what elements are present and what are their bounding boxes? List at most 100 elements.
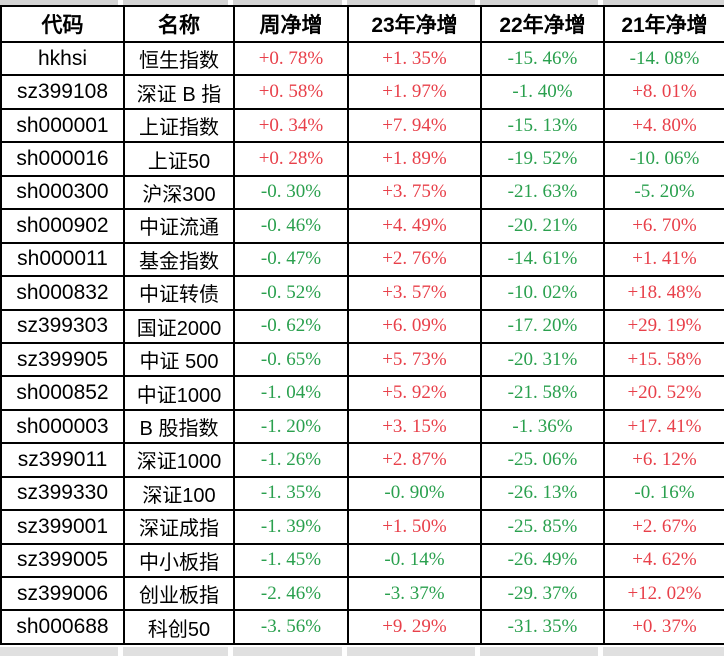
cell-y22-change: -25. 06% [480,442,605,478]
table-row: sz399001 深证成指 -1. 39% +1. 50% -25. 85% +2. 67… [0,509,724,545]
cell-week-change: -0. 65% [233,341,349,378]
cell-y23-change: +2. 87% [347,442,482,478]
cell-y21-change: +4. 62% [603,542,724,579]
cell-y21-change: -10. 06% [603,141,724,177]
cell-y21-change: -0. 16% [603,475,724,512]
cell-name: 中证流通 [123,208,235,244]
cell-y23-change: +2. 76% [347,241,482,278]
cell-y23-change: -0. 14% [347,542,482,579]
cell-y22-change: -19. 52% [480,141,605,177]
strip-segment [603,0,724,5]
cell-name: 中证转债 [123,275,235,311]
cell-week-change: -1. 35% [233,475,349,512]
strip-segment [0,0,123,5]
cell-y21-change: +2. 67% [603,509,724,545]
strip-segment [233,0,347,5]
cell-name: 沪深300 [123,174,235,211]
cell-code: sh000902 [0,208,125,244]
col-header-y21: 21年净增 [603,5,724,43]
cell-code: sh000832 [0,275,125,311]
cell-y22-change: -10. 02% [480,275,605,311]
cell-y22-change: -20. 31% [480,341,605,378]
col-header-week: 周净增 [233,5,349,43]
cell-y21-change: +6. 12% [603,442,724,478]
table-row: sh000001 上证指数 +0. 34% +7. 94% -15. 13% +4. 80… [0,107,724,144]
cell-y22-change: -26. 49% [480,542,605,579]
cell-name: 深证1000 [123,442,235,478]
cell-week-change: -1. 04% [233,375,349,411]
cell-code: sh000852 [0,375,125,411]
table-row: sz399303 国证2000 -0. 62% +6. 09% -17. 20% +29.… [0,308,724,344]
cell-code: sh000688 [0,609,125,645]
cell-name: 创业板指 [123,575,235,612]
cell-code: sz399005 [0,542,125,579]
table-row: sh000852 中证1000 -1. 04% +5. 92% -21. 58% +20.… [0,375,724,411]
cell-y23-change: +1. 89% [347,141,482,177]
cell-y23-change: +3. 15% [347,408,482,445]
cell-y21-change: -5. 20% [603,174,724,211]
cell-y21-change: +0. 37% [603,609,724,645]
strip-segment [233,647,347,656]
cell-y22-change: -21. 58% [480,375,605,411]
cell-week-change: -1. 45% [233,542,349,579]
cell-y21-change: +15. 58% [603,341,724,378]
cell-name: 上证指数 [123,107,235,144]
cell-week-change: -1. 26% [233,442,349,478]
cell-y21-change: -14. 08% [603,40,724,77]
cell-y23-change: +1. 50% [347,509,482,545]
cell-code: sz399006 [0,575,125,612]
cell-code: sz399303 [0,308,125,344]
table-row: sh000003 B 股指数 -1. 20% +3. 15% -1. 36% +17. 4… [0,408,724,445]
table-row: sz399330 深证100 -1. 35% -0. 90% -26. 13% -0. 1… [0,475,724,512]
table-row: sz399011 深证1000 -1. 26% +2. 87% -25. 06% +6. … [0,442,724,478]
cell-y22-change: -29. 37% [480,575,605,612]
cell-y23-change: -0. 90% [347,475,482,512]
cell-y21-change: +20. 52% [603,375,724,411]
cell-name: 上证50 [123,141,235,177]
strip-segment [347,647,480,656]
cell-y21-change: +17. 41% [603,408,724,445]
cell-name: B 股指数 [123,408,235,445]
cell-y23-change: +1. 97% [347,74,482,110]
cell-y22-change: -31. 35% [480,609,605,645]
clipped-row-bottom [0,647,724,656]
cell-week-change: -0. 52% [233,275,349,311]
cell-y23-change: -3. 37% [347,575,482,612]
cell-name: 国证2000 [123,308,235,344]
header-row: 代码 名称 周净增 23年净增 22年净增 21年净增 [0,5,724,43]
cell-y22-change: -14. 61% [480,241,605,278]
table-row: sh000688 科创50 -3. 56% +9. 29% -31. 35% +0. 37… [0,609,724,645]
cell-y22-change: -26. 13% [480,475,605,512]
cell-y21-change: +8. 01% [603,74,724,110]
cell-y22-change: -15. 13% [480,107,605,144]
col-header-y23: 23年净增 [347,5,482,43]
cell-week-change: +0. 58% [233,74,349,110]
table-row: sh000011 基金指数 -0. 47% +2. 76% -14. 61% +1. 41… [0,241,724,278]
cell-y22-change: -1. 36% [480,408,605,445]
cell-y21-change: +18. 48% [603,275,724,311]
cell-code: sh000001 [0,107,125,144]
cell-code: sz399330 [0,475,125,512]
cell-code: sh000300 [0,174,125,211]
table-row: sh000832 中证转债 -0. 52% +3. 57% -10. 02% +18. 4… [0,275,724,311]
cell-code: sz399011 [0,442,125,478]
cell-y22-change: -15. 46% [480,40,605,77]
cell-week-change: -0. 47% [233,241,349,278]
strip-segment [603,647,724,656]
cell-y23-change: +1. 35% [347,40,482,77]
cell-name: 中证1000 [123,375,235,411]
cell-y23-change: +9. 29% [347,609,482,645]
cell-code: hkhsi [0,40,125,77]
cell-y21-change: +6. 70% [603,208,724,244]
cell-y22-change: -17. 20% [480,308,605,344]
table-row: sz399006 创业板指 -2. 46% -3. 37% -29. 37% +12. 0… [0,575,724,612]
table-row: sz399108 深证 B 指 +0. 58% +1. 97% -1. 40% +8. 0… [0,74,724,110]
cell-y23-change: +4. 49% [347,208,482,244]
strip-segment [480,0,603,5]
clipped-row-top [0,0,724,5]
cell-name: 科创50 [123,609,235,645]
cell-y23-change: +5. 92% [347,375,482,411]
strip-segment [123,0,233,5]
strip-segment [347,0,480,5]
